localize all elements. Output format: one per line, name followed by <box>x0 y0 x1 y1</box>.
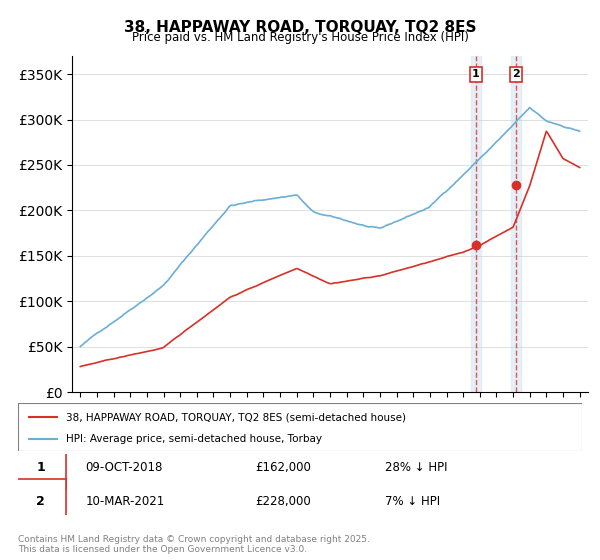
Bar <box>471 56 481 392</box>
FancyBboxPatch shape <box>15 445 66 489</box>
FancyBboxPatch shape <box>18 403 582 451</box>
Text: HPI: Average price, semi-detached house, Torbay: HPI: Average price, semi-detached house,… <box>66 434 322 444</box>
Text: Price paid vs. HM Land Registry's House Price Index (HPI): Price paid vs. HM Land Registry's House … <box>131 31 469 44</box>
Text: 7% ↓ HPI: 7% ↓ HPI <box>385 495 440 508</box>
Bar <box>511 56 521 392</box>
Text: 1: 1 <box>36 461 45 474</box>
Text: 38, HAPPAWAY ROAD, TORQUAY, TQ2 8ES (semi-detached house): 38, HAPPAWAY ROAD, TORQUAY, TQ2 8ES (sem… <box>66 413 406 422</box>
Text: 2: 2 <box>36 495 45 508</box>
Text: 28% ↓ HPI: 28% ↓ HPI <box>385 461 447 474</box>
Text: 10-MAR-2021: 10-MAR-2021 <box>86 495 165 508</box>
Text: Contains HM Land Registry data © Crown copyright and database right 2025.
This d: Contains HM Land Registry data © Crown c… <box>18 535 370 554</box>
Text: 1: 1 <box>472 69 480 80</box>
FancyBboxPatch shape <box>15 479 66 524</box>
Text: 38, HAPPAWAY ROAD, TORQUAY, TQ2 8ES: 38, HAPPAWAY ROAD, TORQUAY, TQ2 8ES <box>124 20 476 35</box>
Text: 2: 2 <box>512 69 520 80</box>
Text: £228,000: £228,000 <box>255 495 311 508</box>
Text: £162,000: £162,000 <box>255 461 311 474</box>
Text: 09-OCT-2018: 09-OCT-2018 <box>86 461 163 474</box>
